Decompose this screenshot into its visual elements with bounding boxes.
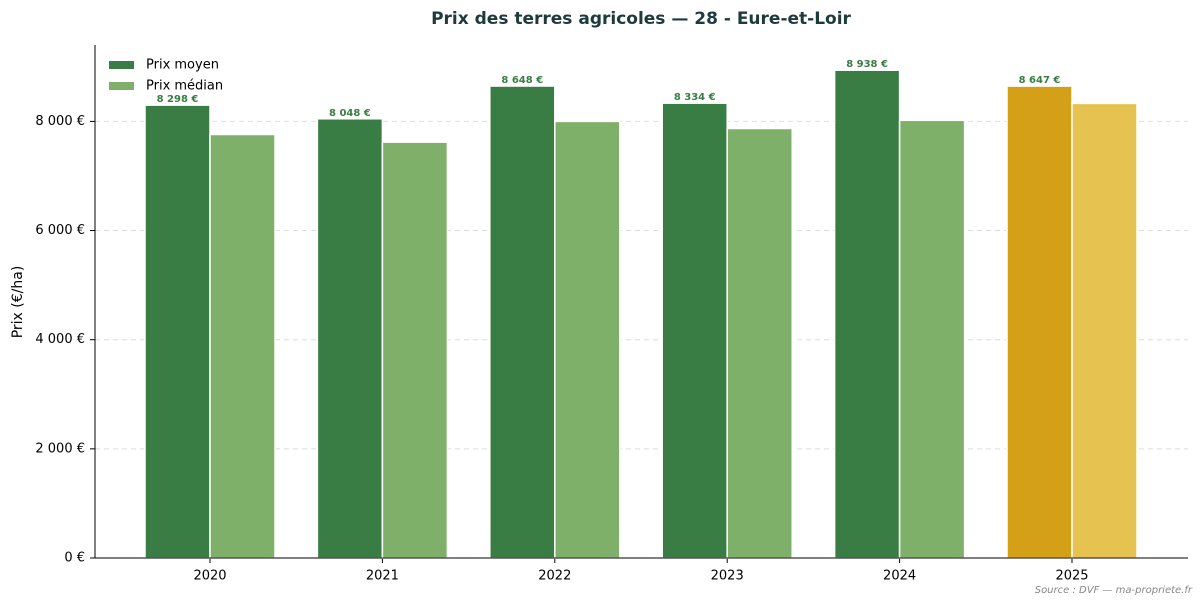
chart-title: Prix des terres agricoles — 28 - Eure-et… <box>431 9 851 29</box>
x-tick-label: 2024 <box>883 569 916 584</box>
y-tick-label: 8 000 € <box>35 114 85 129</box>
value-label: 8 048 € <box>329 108 371 119</box>
value-label: 8 648 € <box>501 75 543 86</box>
y-tick-label: 0 € <box>64 551 85 566</box>
legend-swatch <box>109 82 134 90</box>
bar <box>1006 85 1073 559</box>
bar <box>898 119 966 559</box>
bar <box>381 141 449 559</box>
legend-swatch <box>109 61 134 69</box>
bar <box>833 69 901 559</box>
x-tick-label: 2022 <box>538 569 571 584</box>
value-label: 8 298 € <box>157 94 199 105</box>
bar <box>726 127 793 559</box>
x-tick-label: 2021 <box>366 569 399 584</box>
y-axis-label: Prix (€/ha) <box>10 266 26 339</box>
y-tick-label: 2 000 € <box>35 441 85 456</box>
x-tick-label: 2023 <box>711 569 744 584</box>
bar <box>554 120 621 559</box>
bar <box>661 102 728 559</box>
value-label: 8 647 € <box>1019 75 1061 86</box>
source: Source : DVF — ma-propriete.fr <box>1035 585 1193 596</box>
bar <box>489 85 556 559</box>
value-label: 8 334 € <box>674 92 716 103</box>
x-tick-label: 2020 <box>193 569 226 584</box>
bar <box>1071 102 1138 559</box>
bar <box>316 118 384 559</box>
legend-label: Prix moyen <box>146 58 219 73</box>
bar <box>209 133 276 559</box>
value-label: 8 938 € <box>846 59 888 70</box>
legend-label: Prix médian <box>146 79 223 94</box>
bar <box>144 104 211 559</box>
x-tick-label: 2025 <box>1055 569 1088 584</box>
y-tick-label: 4 000 € <box>35 332 85 347</box>
y-tick-label: 6 000 € <box>35 223 85 238</box>
